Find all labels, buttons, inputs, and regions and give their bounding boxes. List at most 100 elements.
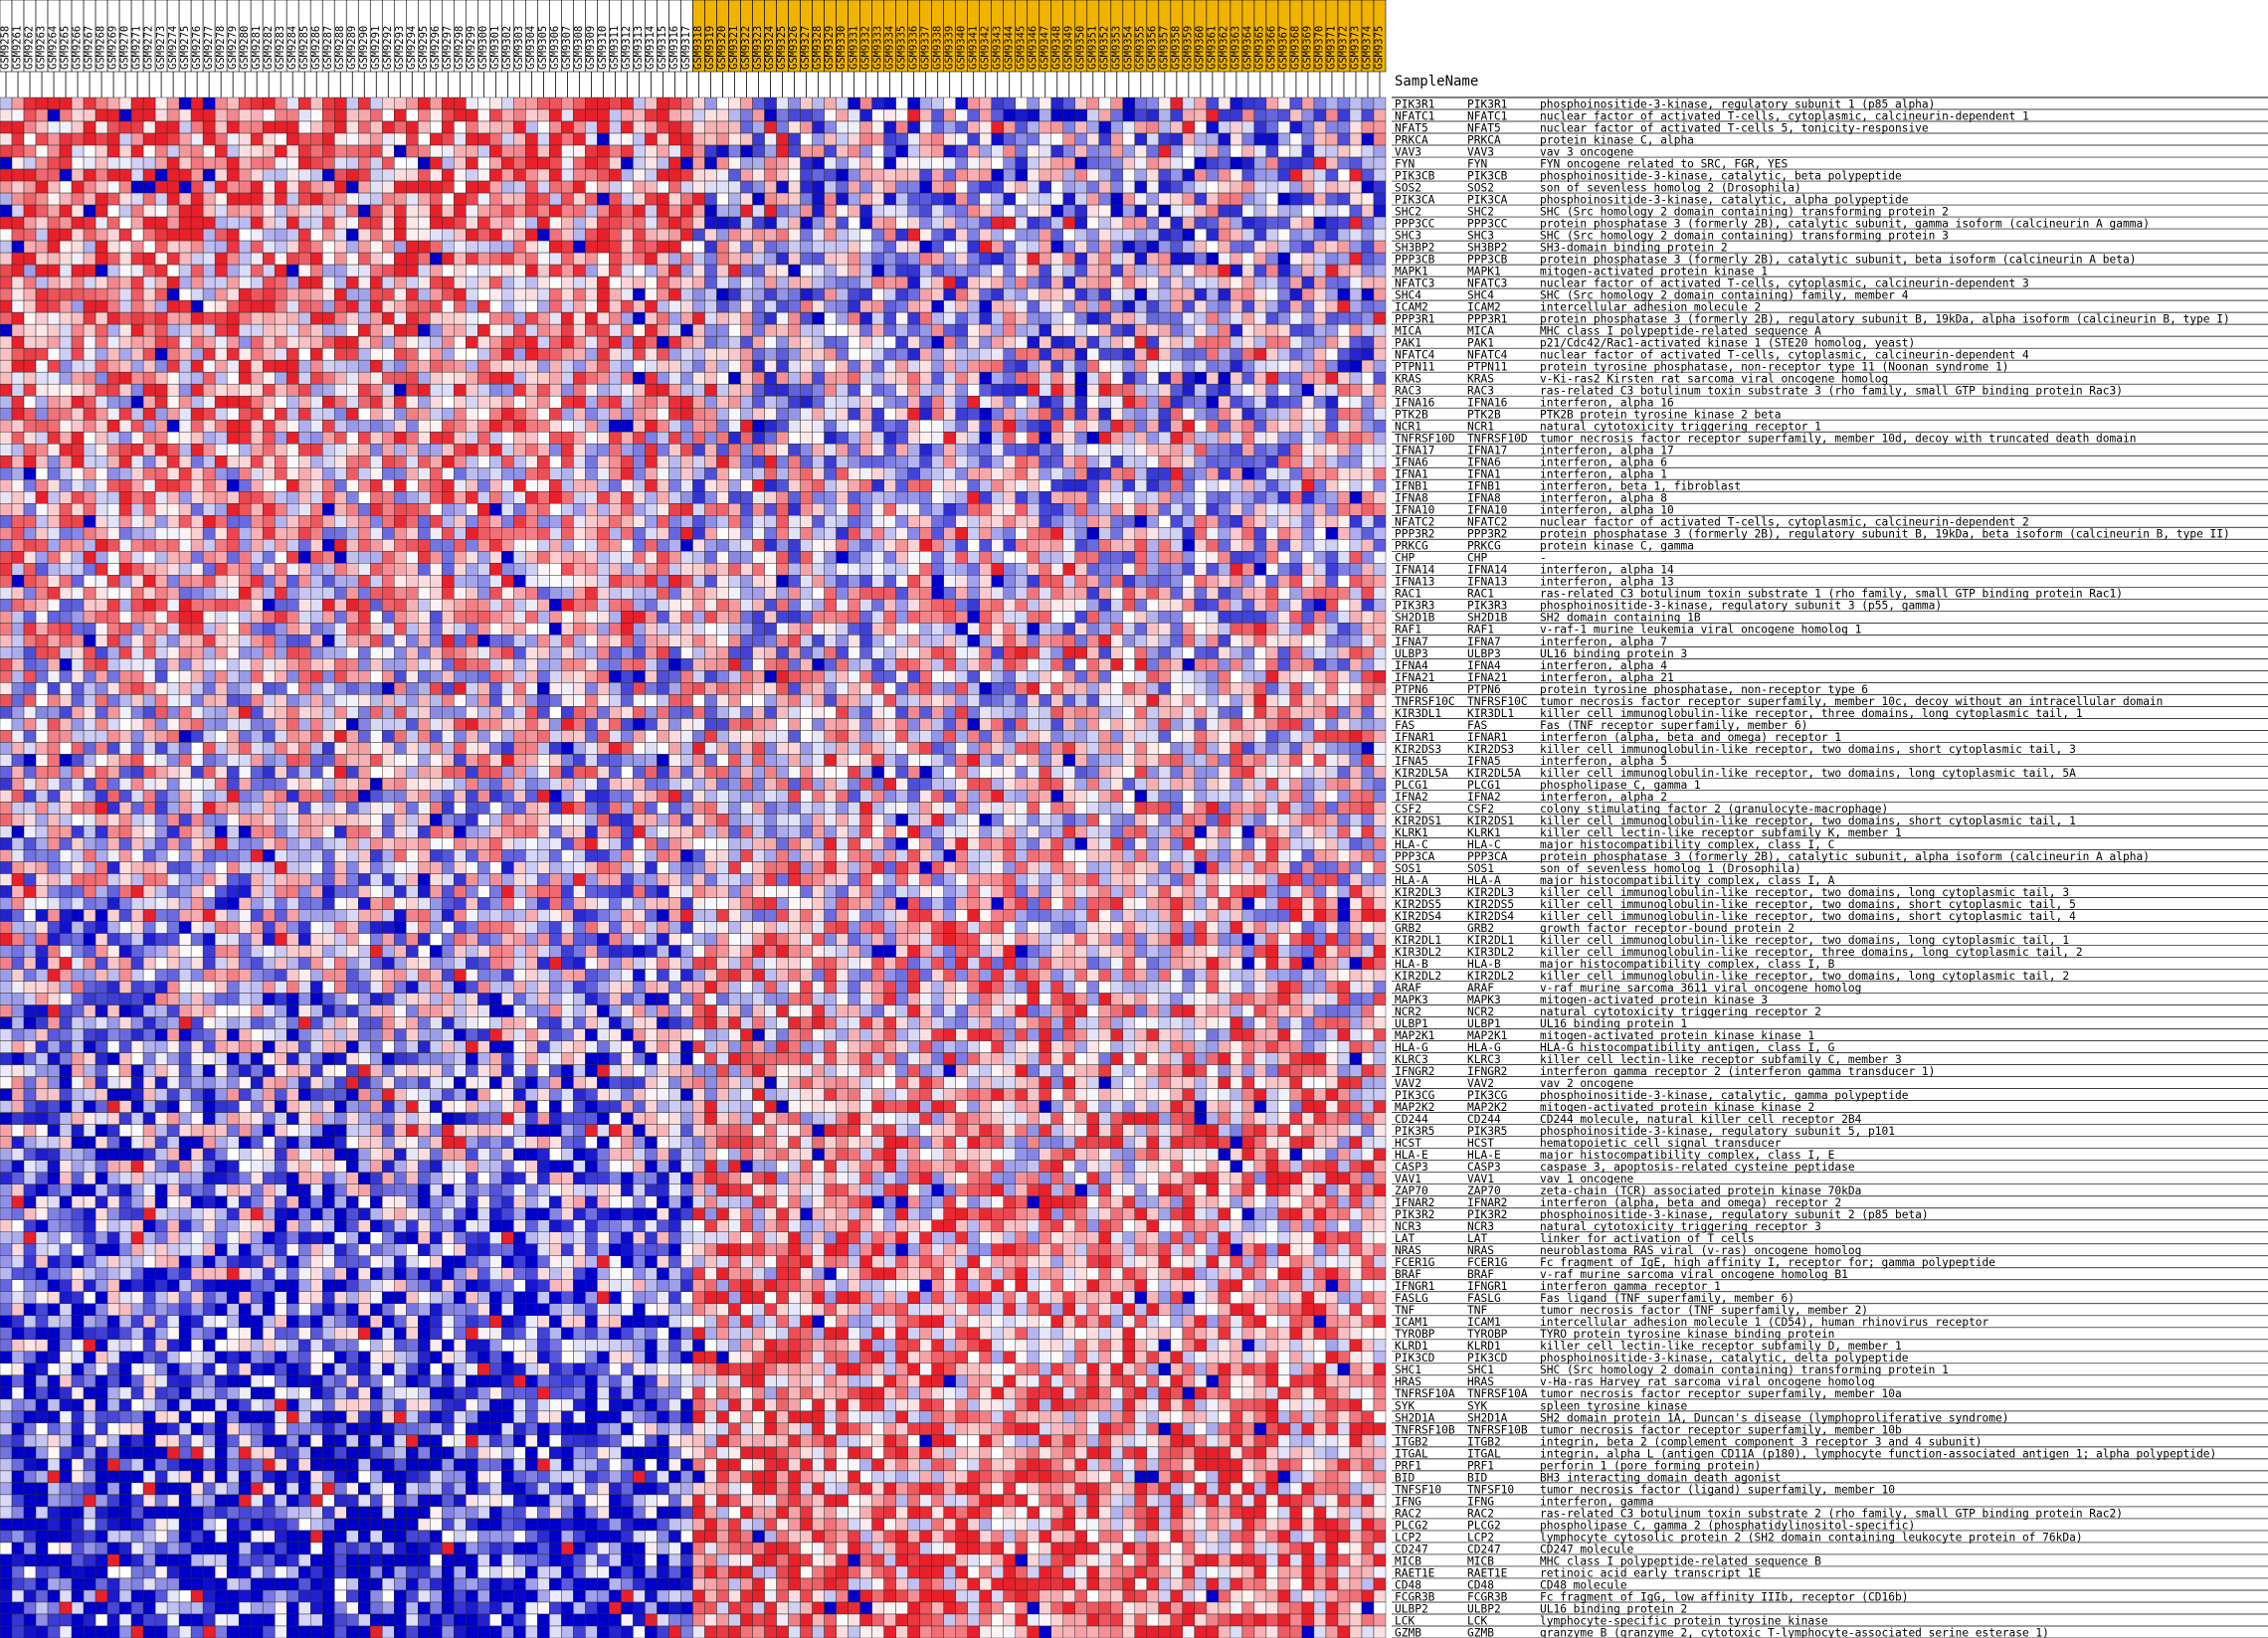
heatmap-cell	[1122, 168, 1136, 182]
heatmap-cell	[262, 455, 276, 468]
heatmap-cell	[740, 503, 753, 516]
heatmap-cell	[358, 120, 371, 134]
heatmap-cell	[166, 431, 180, 445]
heatmap-cell	[1086, 204, 1100, 218]
heatmap-cell	[477, 383, 490, 397]
heatmap-cell	[226, 180, 240, 194]
heatmap-cell	[859, 527, 872, 540]
heatmap-cell	[1110, 431, 1124, 445]
heatmap-cell	[1373, 515, 1387, 528]
heatmap-cell	[668, 491, 681, 504]
heatmap-cell	[406, 515, 419, 528]
heatmap-cell	[919, 311, 932, 325]
heatmap-cell	[47, 275, 61, 289]
heatmap-cell	[800, 539, 813, 552]
heatmap-cell	[297, 323, 311, 337]
heatmap-cell	[979, 419, 992, 433]
column-label: GSM9294	[406, 26, 418, 70]
heatmap-cell	[812, 563, 825, 576]
heatmap-cell	[1039, 156, 1051, 170]
heatmap-cell	[728, 359, 741, 373]
heatmap-cell	[931, 503, 944, 516]
heatmap-cell	[1182, 228, 1196, 242]
heatmap-cell	[788, 275, 801, 289]
heatmap-cell	[202, 527, 216, 540]
heatmap-cell	[848, 192, 860, 206]
heatmap-cell	[537, 407, 550, 421]
heatmap-cell	[35, 563, 49, 576]
heatmap-cell	[1098, 120, 1112, 134]
heatmap-cell	[370, 120, 383, 134]
heatmap-cell	[848, 431, 860, 445]
heatmap-cell	[991, 204, 1004, 218]
heatmap-cell	[1050, 299, 1063, 313]
heatmap-cell	[59, 347, 73, 361]
heatmap-cell	[1218, 168, 1231, 182]
heatmap-cell	[585, 383, 598, 397]
heatmap-cell	[1122, 491, 1136, 504]
heatmap-cell	[106, 407, 120, 421]
heatmap-cell	[633, 120, 646, 134]
heatmap-cell	[609, 539, 622, 552]
heatmap-cell	[1253, 132, 1267, 146]
heatmap-cell	[442, 132, 455, 146]
heatmap-cell	[250, 311, 264, 325]
heatmap-cell	[1027, 551, 1040, 564]
heatmap-cell	[764, 264, 777, 277]
heatmap-cell	[406, 467, 419, 480]
heatmap-cell	[142, 180, 156, 194]
heatmap-cell	[776, 491, 789, 504]
heatmap-cell	[883, 359, 896, 373]
heatmap-cell	[406, 347, 419, 361]
heatmap-cell	[418, 503, 431, 516]
heatmap-cell	[573, 192, 586, 206]
heatmap-cell	[23, 204, 37, 218]
heatmap-cell	[1277, 455, 1291, 468]
heatmap-cell	[214, 299, 228, 313]
heatmap-cell	[991, 503, 1004, 516]
heatmap-cell	[0, 491, 13, 504]
heatmap-cell	[130, 527, 144, 540]
heatmap-cell	[609, 431, 622, 445]
heatmap-cell	[1241, 168, 1255, 182]
heatmap-cell	[1062, 132, 1076, 146]
heatmap-cell	[1146, 120, 1160, 134]
heatmap-cell	[370, 156, 383, 170]
heatmap-cell	[1027, 299, 1040, 313]
heatmap-cell	[1158, 192, 1172, 206]
heatmap-cell	[1027, 192, 1040, 206]
heatmap-cell	[1086, 515, 1100, 528]
heatmap-cell	[83, 204, 96, 218]
heatmap-cell	[716, 515, 729, 528]
heatmap-cell	[466, 156, 478, 170]
heatmap-cell	[1301, 395, 1315, 409]
heatmap-cell	[883, 168, 896, 182]
heatmap-cell	[680, 96, 693, 110]
heatmap-cell	[907, 108, 920, 122]
heatmap-cell	[430, 503, 443, 516]
heatmap-cell	[142, 96, 156, 110]
heatmap-cell	[1277, 228, 1291, 242]
heatmap-cell	[979, 132, 992, 146]
heatmap-cell	[800, 479, 813, 492]
heatmap-cell	[943, 311, 956, 325]
heatmap-cell	[1146, 443, 1160, 456]
heatmap-cell	[358, 132, 371, 146]
heatmap-cell	[824, 204, 837, 218]
heatmap-cell	[1074, 539, 1088, 552]
heatmap-cell	[1146, 479, 1160, 492]
heatmap-cell	[1301, 108, 1315, 122]
heatmap-cell	[1289, 419, 1303, 433]
heatmap-cell	[346, 323, 359, 337]
heatmap-cell	[1122, 108, 1136, 122]
heatmap-cell	[1050, 395, 1063, 409]
heatmap-cell	[322, 479, 335, 492]
heatmap-cell	[824, 431, 837, 445]
heatmap-cell	[23, 311, 37, 325]
heatmap-cell	[752, 132, 765, 146]
heatmap-cell	[59, 419, 73, 433]
heatmap-cell	[1015, 419, 1028, 433]
heatmap-cell	[226, 383, 240, 397]
heatmap-cell	[776, 216, 789, 230]
heatmap-cell	[430, 527, 443, 540]
